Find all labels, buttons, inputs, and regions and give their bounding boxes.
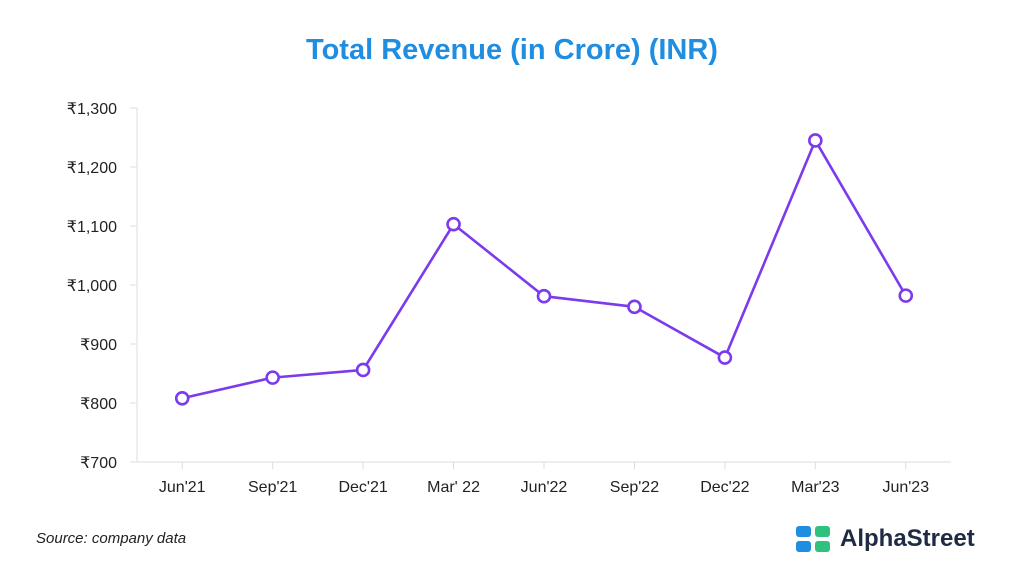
data-point <box>446 216 461 232</box>
x-tick-label: Dec'22 <box>700 479 749 496</box>
x-tick-label: Jun'22 <box>521 479 568 496</box>
data-point <box>536 288 552 304</box>
x-axis: Jun'21 Sep'21 Dec'21 Mar' 22 Jun'22 Sep'22 Dec… <box>137 461 951 496</box>
x-tick-label: Dec'21 <box>338 479 387 496</box>
alphastreet-logo-icon <box>796 526 830 552</box>
y-tick-label: ₹1,200 <box>67 160 117 177</box>
y-tick-label: ₹1,100 <box>67 219 117 236</box>
data-point <box>265 370 280 385</box>
data-point <box>355 362 371 378</box>
x-tick-label: Jun'21 <box>159 479 206 496</box>
y-tick-label: ₹800 <box>80 396 117 413</box>
data-point <box>717 350 733 365</box>
chart-title: Total Revenue (in Crore) (INR) <box>306 34 718 66</box>
brand-name: AlphaStreet <box>840 525 975 552</box>
source-note: Source: company data <box>36 530 187 547</box>
x-tick-label: Sep'22 <box>610 479 659 496</box>
data-point <box>898 288 914 303</box>
series-total-revenue <box>174 133 914 406</box>
series-line <box>181 139 907 400</box>
y-axis: ₹700 ₹800 ₹900 ₹1,000 ₹1,100 ₹1,200 ₹1,300 <box>67 101 138 472</box>
alphastreet-logo: AlphaStreet <box>796 524 975 554</box>
x-tick-label: Mar' 22 <box>427 479 480 496</box>
data-point <box>174 390 190 406</box>
y-tick-label: ₹900 <box>80 337 117 354</box>
y-tick-label: ₹1,000 <box>67 278 117 295</box>
data-point <box>808 133 823 148</box>
data-point <box>627 299 642 315</box>
x-tick-label: Mar'23 <box>791 479 840 496</box>
x-tick-label: Jun'23 <box>882 479 929 496</box>
x-tick-label: Sep'21 <box>248 479 297 496</box>
y-tick-label: ₹700 <box>80 455 117 472</box>
y-tick-label: ₹1,300 <box>67 101 117 118</box>
